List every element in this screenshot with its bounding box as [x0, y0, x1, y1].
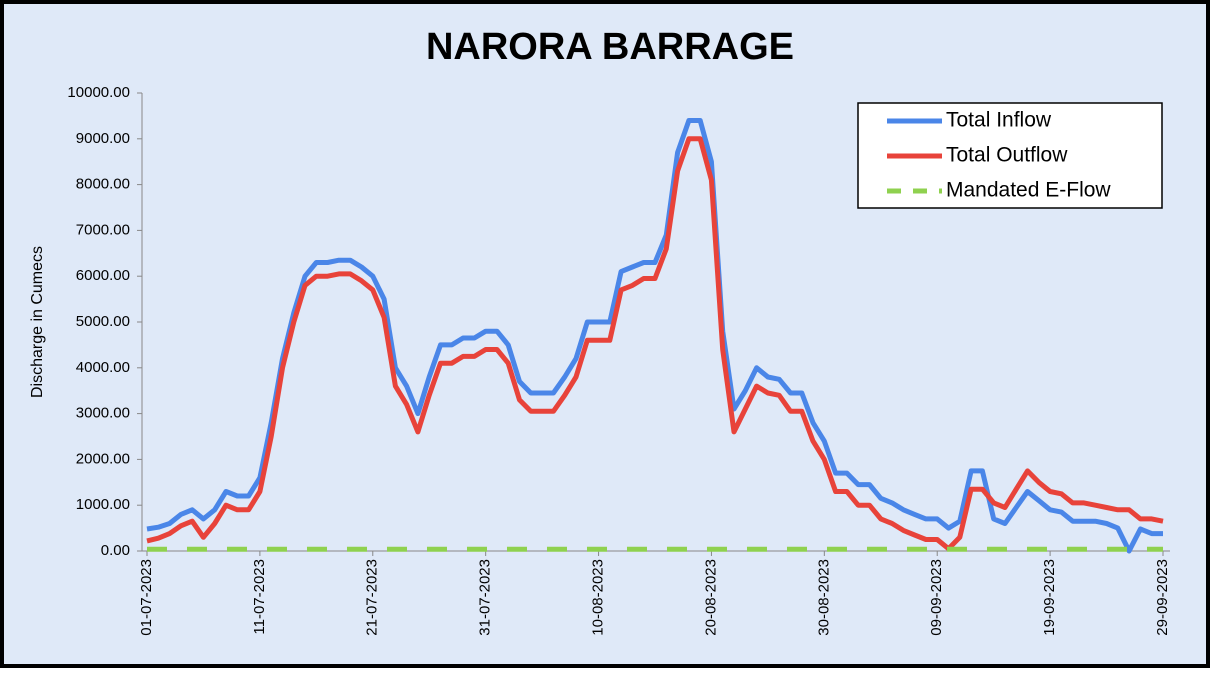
x-tick-label: 19-09-2023 — [1041, 559, 1058, 636]
y-tick-label: 4000.00 — [76, 359, 130, 376]
x-tick-label: 21-07-2023 — [364, 559, 381, 636]
chart-title: NARORA BARRAGE — [426, 26, 794, 68]
y-tick-label: 9000.00 — [76, 130, 130, 147]
legend-label: Mandated E-Flow — [946, 179, 1111, 202]
x-tick-label: 31-07-2023 — [477, 559, 494, 636]
y-tick-label: 7000.00 — [76, 221, 130, 238]
x-tick-label: 20-08-2023 — [702, 559, 719, 636]
y-tick-label: 0.00 — [101, 542, 130, 559]
legend-label: Total Outflow — [946, 144, 1068, 167]
x-tick-label: 01-07-2023 — [138, 559, 155, 636]
y-axis-label: Discharge in Cumecs — [29, 246, 46, 398]
y-tick-label: 8000.00 — [76, 176, 130, 193]
y-tick-label: 3000.00 — [76, 405, 130, 422]
legend-label: Total Inflow — [946, 109, 1052, 132]
y-tick-label: 1000.00 — [76, 496, 130, 513]
data-line — [146, 118, 1163, 554]
x-tick-label: 10-08-2023 — [590, 559, 607, 636]
x-tick-label: 30-08-2023 — [815, 559, 832, 636]
x-tick-label: 09-09-2023 — [928, 559, 945, 636]
data-line — [146, 136, 1164, 552]
y-tick-label: 2000.00 — [76, 450, 130, 467]
y-tick-label: 10000.00 — [67, 84, 130, 101]
x-tick-label: 11-07-2023 — [251, 559, 268, 635]
x-tick-label: 29-09-2023 — [1154, 559, 1171, 636]
y-tick-label: 5000.00 — [76, 313, 130, 330]
y-tick-label: 6000.00 — [76, 267, 130, 284]
